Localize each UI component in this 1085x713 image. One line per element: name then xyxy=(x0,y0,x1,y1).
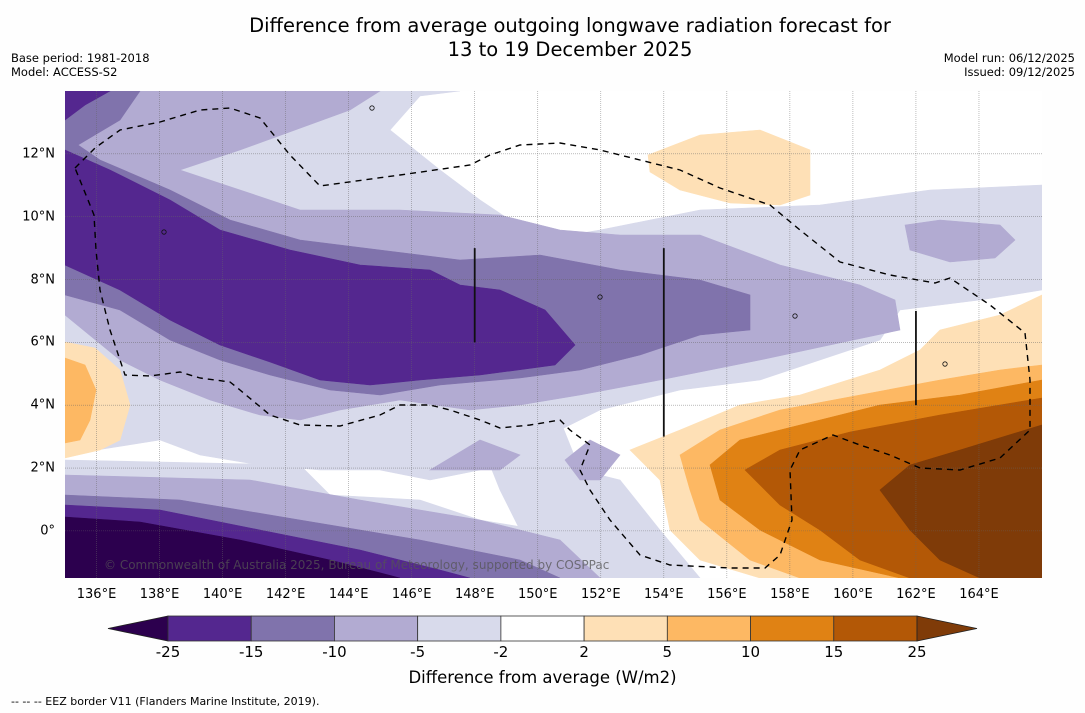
contour-region-below-minus25 xyxy=(65,516,401,578)
colorbar-tick-label: -2 xyxy=(493,643,509,661)
lat-tick-label: 4°N xyxy=(30,397,56,413)
colorbar-label: Difference from average (W/m2) xyxy=(408,668,677,687)
colorbar-tick-label: -15 xyxy=(238,643,264,661)
island-outline xyxy=(369,105,375,111)
colorbar-tick-label: 2 xyxy=(579,643,589,661)
island-outline xyxy=(942,361,948,367)
lon-tick-label: 156°E xyxy=(707,587,747,602)
colorbar-segment xyxy=(417,615,502,642)
colorbar-tick-label: -5 xyxy=(410,643,426,661)
colorbar-segment xyxy=(334,615,419,642)
issued-date: Issued: 09/12/2025 xyxy=(964,65,1075,79)
colorbar-segment xyxy=(250,615,335,642)
colorbar-segment xyxy=(167,615,252,642)
contour-region-above-plus25 xyxy=(879,424,1042,578)
meta-left: Base period: 1981-2018 Model: ACCESS-S2 xyxy=(11,51,150,79)
eez-footnote: -- -- -- EEZ border V11 (Flanders Marine… xyxy=(11,695,320,708)
colorbar-segment xyxy=(666,615,751,642)
contour-region-minus25 xyxy=(65,149,576,386)
colorbar-tick-label: 5 xyxy=(662,643,673,661)
model-run: Model run: 06/12/2025 xyxy=(943,51,1075,65)
lon-tick-label: 146°E xyxy=(391,587,432,602)
island-outline xyxy=(597,294,603,300)
colorbar-segment xyxy=(500,615,585,642)
eez-border xyxy=(74,105,1031,569)
lat-tick-label: 0° xyxy=(40,523,55,539)
lat-tick-label: 6°N xyxy=(30,334,56,350)
colorbar-extend-low xyxy=(107,615,169,642)
lat-tick-label: 2°N xyxy=(30,460,56,476)
colorbar-extend-high xyxy=(916,615,978,642)
contour-region-plus2-north xyxy=(647,129,811,206)
lon-tick-label: 150°E xyxy=(517,587,558,602)
colorbar xyxy=(107,615,978,642)
island-outline xyxy=(792,313,798,319)
colorbar-tick-label: -10 xyxy=(322,643,347,661)
contour-region-plus5-west xyxy=(65,357,97,444)
lat-tick-label: 8°N xyxy=(30,272,56,288)
lon-tick-label: 164°E xyxy=(959,587,999,602)
colorbar-tick-label: 10 xyxy=(741,643,761,661)
contour-region-minus10 xyxy=(564,439,621,481)
lon-tick-label: 162°E xyxy=(896,587,936,602)
colorbar-tick-label: -25 xyxy=(155,643,181,661)
lon-tick-label: 160°E xyxy=(833,587,873,602)
meta-right: Model run: 06/12/2025 Issued: 09/12/2025 xyxy=(944,51,1075,79)
lon-tick-label: 154°E xyxy=(644,587,684,602)
colorbar-tick-label: 25 xyxy=(907,643,927,661)
copyright-notice: © Commonwealth of Australia 2025, Bureau… xyxy=(104,558,610,572)
contour-fills xyxy=(65,91,1042,578)
lon-tick-label: 136°E xyxy=(76,587,117,602)
lon-tick-label: 152°E xyxy=(581,587,621,602)
colorbar-segment xyxy=(750,615,835,642)
lat-tick-label: 10°N xyxy=(22,209,55,225)
contour-region-minus10-east xyxy=(904,219,1016,263)
lon-tick-label: 142°E xyxy=(265,587,306,602)
lon-tick-label: 148°E xyxy=(454,587,495,602)
lon-tick-label: 158°E xyxy=(770,587,810,602)
title-line-1: Difference from average outgoing longwav… xyxy=(249,14,891,37)
gridlines xyxy=(65,91,1042,578)
chart-title: Difference from average outgoing longwav… xyxy=(0,14,1085,62)
contour-region-minus25 xyxy=(65,91,111,121)
colorbar-segment xyxy=(583,615,668,642)
island-outline xyxy=(161,229,167,235)
base-period: Base period: 1981-2018 xyxy=(11,51,150,65)
lon-tick-label: 138°E xyxy=(139,587,180,602)
colorbar-tick-label: 15 xyxy=(824,643,844,661)
lon-tick-label: 140°E xyxy=(202,587,243,602)
model-name: Model: ACCESS-S2 xyxy=(11,65,118,79)
title-line-2: 13 to 19 December 2025 xyxy=(447,38,693,61)
lon-tick-label: 144°E xyxy=(328,587,369,602)
lat-tick-label: 12°N xyxy=(22,146,55,162)
colorbar-segment xyxy=(833,615,918,642)
